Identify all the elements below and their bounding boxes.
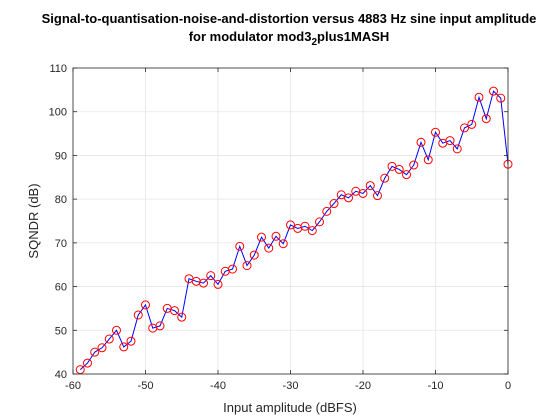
- y-tick-label: 100: [49, 107, 67, 119]
- data-point: [271, 231, 281, 241]
- x-tick-label: -60: [65, 380, 81, 392]
- data-point: [394, 164, 404, 174]
- x-tick-label: -30: [283, 380, 299, 392]
- data-series-markers: [75, 86, 513, 375]
- data-point: [307, 226, 317, 236]
- data-point: [358, 188, 368, 198]
- data-point: [112, 325, 121, 335]
- data-point: [177, 312, 187, 322]
- y-axis-label: SQNDR (dB): [26, 183, 41, 258]
- y-tick-label: 60: [55, 282, 67, 294]
- data-point: [409, 160, 419, 170]
- data-point: [119, 342, 129, 352]
- y-tick-label: 110: [49, 63, 67, 75]
- data-point: [423, 155, 433, 165]
- y-tick-label: 80: [55, 194, 67, 206]
- y-tick-label: 90: [55, 150, 67, 162]
- data-point: [365, 181, 375, 191]
- data-point: [249, 250, 259, 260]
- chart-title-line2-prefix: for modulator mod3: [189, 29, 312, 44]
- y-tick-label: 50: [55, 325, 67, 337]
- data-point: [199, 278, 208, 288]
- y-tick-label: 70: [55, 238, 67, 250]
- data-point: [452, 144, 462, 154]
- data-point: [496, 93, 506, 103]
- data-point: [235, 241, 245, 251]
- chart-title-line2: for modulator mod32plus1MASH: [189, 29, 390, 48]
- data-point: [97, 343, 107, 353]
- data-point: [416, 137, 426, 147]
- data-point: [83, 358, 92, 368]
- data-point: [481, 114, 491, 124]
- data-point: [242, 261, 252, 271]
- data-point: [380, 173, 390, 183]
- data-point: [467, 119, 477, 129]
- axis-tick-labels: -60 -50 -40 -30 -20 -10 0 40 50 60 70 80 90 100 110: [49, 63, 511, 392]
- x-tick-label: -20: [355, 380, 371, 392]
- axis-ticks: [72, 67, 509, 375]
- data-point: [474, 92, 484, 102]
- data-point: [300, 221, 310, 231]
- x-tick-label: -10: [428, 380, 444, 392]
- data-point: [133, 310, 143, 320]
- data-point: [90, 347, 100, 357]
- data-point: [445, 136, 455, 146]
- data-point: [206, 271, 216, 281]
- data-point: [126, 336, 136, 346]
- x-tick-label: -40: [210, 380, 226, 392]
- data-point: [402, 170, 411, 180]
- data-point: [141, 300, 150, 310]
- x-axis-label: Input amplitude (dBFS): [223, 400, 357, 415]
- data-point: [286, 220, 295, 230]
- data-point: [460, 123, 469, 133]
- y-tick-label: 40: [55, 369, 67, 381]
- data-point: [228, 264, 237, 274]
- data-point: [278, 239, 288, 249]
- data-point: [431, 127, 440, 137]
- chart-title-subscript: 2: [311, 37, 317, 48]
- data-point: [329, 199, 339, 209]
- data-point: [170, 306, 179, 316]
- chart-title-line1: Signal-to-quantisation-noise-and-distort…: [42, 11, 537, 26]
- data-point: [264, 243, 274, 253]
- data-point: [489, 86, 498, 96]
- chart-title-line2-suffix: plus1MASH: [317, 29, 389, 44]
- data-point: [322, 206, 332, 216]
- data-point: [104, 334, 114, 344]
- data-point: [373, 191, 382, 201]
- data-point: [315, 217, 324, 227]
- data-point: [344, 193, 353, 203]
- x-tick-label: 0: [505, 380, 511, 392]
- data-point: [257, 232, 266, 242]
- data-point: [155, 321, 165, 331]
- data-point: [213, 279, 223, 289]
- x-tick-label: -50: [138, 380, 154, 392]
